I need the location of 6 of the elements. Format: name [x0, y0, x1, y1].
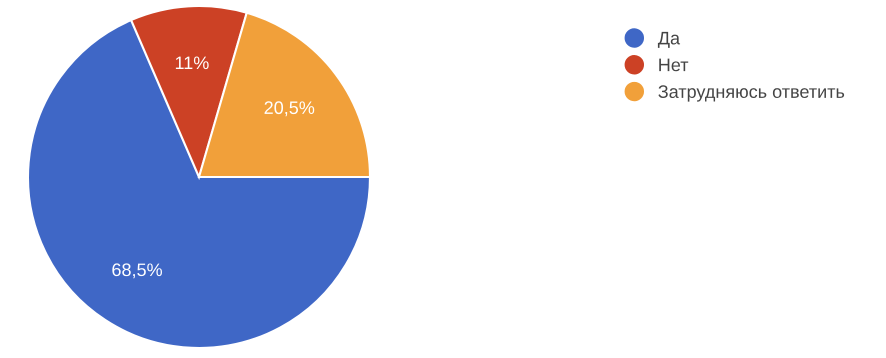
legend-label: Затрудняюсь ответить: [658, 85, 844, 102]
legend-label: Нет: [659, 58, 688, 72]
legend-label: Да: [658, 32, 680, 48]
data-label: 68,5%: [112, 263, 162, 278]
data-label: 11%: [176, 56, 209, 70]
data-label: 20,5%: [264, 101, 314, 116]
